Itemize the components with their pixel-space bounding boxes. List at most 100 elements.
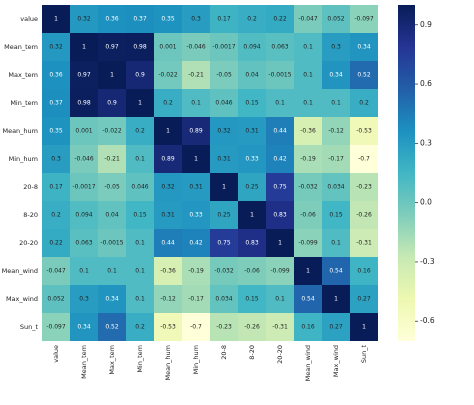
cell-label: 0.1 <box>303 44 313 51</box>
cell-label: 0.35 <box>49 128 63 135</box>
heatmap-cell <box>210 5 238 33</box>
cell-label: 0.1 <box>303 100 313 107</box>
cell-label: -0.022 <box>158 72 178 79</box>
cell-label: 0.04 <box>245 72 259 79</box>
heatmap-cell <box>182 285 210 313</box>
x-tick-label: 20-20 <box>276 345 284 364</box>
cell-label: 0.36 <box>49 72 63 79</box>
cell-label: 0.063 <box>271 44 288 51</box>
heatmap-cell <box>182 89 210 117</box>
cell-label: -0.047 <box>46 268 66 275</box>
heatmap-cell <box>126 33 154 61</box>
cell-label: -0.097 <box>354 16 374 23</box>
heatmap-cell <box>266 201 294 229</box>
heatmap-cell <box>70 313 98 341</box>
heatmap-cell <box>98 33 126 61</box>
cell-label: 0.3 <box>79 296 89 303</box>
y-tick-label: value <box>20 15 38 23</box>
heatmap-cell <box>42 145 70 173</box>
cell-label: 1 <box>250 212 254 219</box>
heatmap-cell <box>154 117 182 145</box>
cell-label: -0.36 <box>300 128 316 135</box>
cell-label: 0.89 <box>189 128 203 135</box>
cell-label: 1 <box>306 268 310 275</box>
cell-label: -0.05 <box>104 184 120 191</box>
heatmap-cell <box>322 117 350 145</box>
heatmap-cell <box>238 33 266 61</box>
cell-label: -0.21 <box>188 72 204 79</box>
heatmap-cell <box>294 313 322 341</box>
cell-label: 0.034 <box>215 296 232 303</box>
heatmap-cell <box>294 285 322 313</box>
cell-label: -0.06 <box>300 212 316 219</box>
heatmap-cell <box>98 89 126 117</box>
cell-label: 1 <box>278 240 282 247</box>
x-tick-label: Mean_wind <box>304 345 312 381</box>
cell-label: -0.23 <box>356 184 372 191</box>
heatmap-cell <box>98 145 126 173</box>
cell-label: -0.099 <box>298 240 318 247</box>
cell-label: 0.37 <box>49 100 63 107</box>
cell-label: 0.22 <box>273 16 287 23</box>
heatmap-cell <box>154 229 182 257</box>
cell-label: 0.9 <box>135 72 145 79</box>
heatmap-cell <box>266 61 294 89</box>
cell-label: 1 <box>194 156 198 163</box>
y-tick-label: 20-20 <box>19 239 38 247</box>
heatmap-cell <box>42 117 70 145</box>
heatmap-cell <box>210 313 238 341</box>
cell-label: -0.17 <box>328 156 344 163</box>
heatmap-cell <box>294 5 322 33</box>
colorbar-tick-label: 0.9 <box>420 20 432 29</box>
heatmap-cell <box>266 145 294 173</box>
cell-label: 0.1 <box>191 100 201 107</box>
heatmap-cell <box>70 229 98 257</box>
colorbar-tick-label: 0.0 <box>420 198 432 207</box>
cell-label: 0.2 <box>135 128 145 135</box>
heatmap-cell <box>238 117 266 145</box>
heatmap-cell <box>350 33 378 61</box>
cell-label: -0.032 <box>214 268 234 275</box>
heatmap-cell <box>266 173 294 201</box>
x-tick-label: value <box>52 345 60 363</box>
cell-label: 0.1 <box>107 268 117 275</box>
cell-label: 1 <box>138 100 142 107</box>
heatmap-cell <box>238 173 266 201</box>
heatmap-cell <box>154 313 182 341</box>
cell-label: 0.25 <box>217 212 231 219</box>
cell-label: 0.83 <box>245 240 259 247</box>
heatmap-cell <box>154 5 182 33</box>
y-tick-label: Min_tem <box>10 99 38 107</box>
x-tick-label: 8-20 <box>248 345 256 360</box>
heatmap-cell <box>154 145 182 173</box>
cell-label: 0.34 <box>77 324 91 331</box>
heatmap-cell <box>42 33 70 61</box>
cell-label: 0.98 <box>133 44 147 51</box>
heatmap-cell <box>294 229 322 257</box>
heatmap-cell <box>350 173 378 201</box>
cell-label: 0.25 <box>245 184 259 191</box>
heatmap-cell <box>350 5 378 33</box>
y-tick-label: Max_tem <box>8 71 38 79</box>
heatmap-cell <box>294 89 322 117</box>
cell-label: 0.54 <box>329 268 343 275</box>
heatmap-cell <box>42 89 70 117</box>
x-tick-label: Max_tem <box>108 345 116 375</box>
cell-label: 0.32 <box>217 128 231 135</box>
cell-label: 0.75 <box>217 240 231 247</box>
heatmap-cell <box>70 117 98 145</box>
cell-label: 0.052 <box>47 296 64 303</box>
cell-label: 0.83 <box>273 212 287 219</box>
heatmap-cell <box>238 257 266 285</box>
heatmap-cell <box>154 33 182 61</box>
heatmap-cell <box>350 201 378 229</box>
cell-label: -0.047 <box>298 16 318 23</box>
heatmap-cell <box>70 61 98 89</box>
heatmap-cell <box>42 257 70 285</box>
cell-label: 0.1 <box>303 72 313 79</box>
heatmap-cell <box>42 313 70 341</box>
heatmap-cell <box>70 145 98 173</box>
heatmap-cell <box>42 61 70 89</box>
heatmap-cell <box>294 173 322 201</box>
cell-label: 0.2 <box>51 212 61 219</box>
